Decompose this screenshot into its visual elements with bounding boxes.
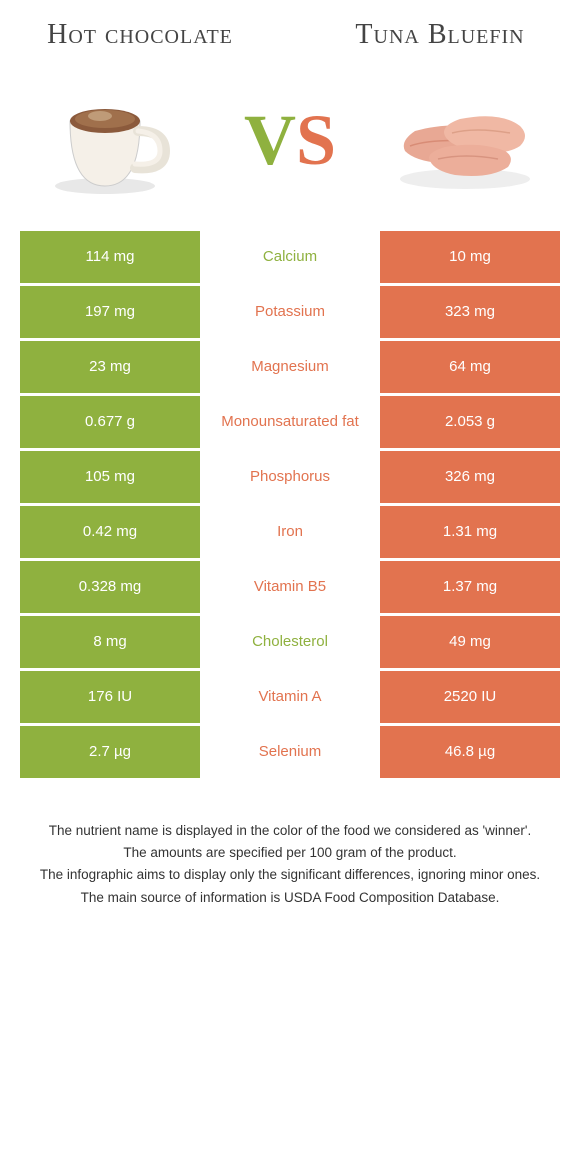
right-value: 49 mg: [380, 616, 560, 668]
hero-row: VS: [0, 61, 580, 231]
table-row: 114 mg Calcium 10 mg: [20, 231, 560, 283]
hot-chocolate-icon: [40, 81, 190, 201]
nutrient-label: Monounsaturated fat: [200, 396, 380, 448]
nutrient-label: Vitamin A: [200, 671, 380, 723]
right-value: 64 mg: [380, 341, 560, 393]
nutrient-label: Calcium: [200, 231, 380, 283]
footer-line: The amounts are specified per 100 gram o…: [30, 843, 550, 863]
nutrient-label: Phosphorus: [200, 451, 380, 503]
vs-v: V: [244, 100, 296, 180]
table-row: 2.7 µg Selenium 46.8 µg: [20, 726, 560, 778]
table-row: 105 mg Phosphorus 326 mg: [20, 451, 560, 503]
left-value: 8 mg: [20, 616, 200, 668]
footer-line: The nutrient name is displayed in the co…: [30, 821, 550, 841]
right-value: 2.053 g: [380, 396, 560, 448]
table-row: 0.677 g Monounsaturated fat 2.053 g: [20, 396, 560, 448]
tuna-icon: [390, 81, 540, 201]
footer-line: The main source of information is USDA F…: [30, 888, 550, 908]
table-row: 197 mg Potassium 323 mg: [20, 286, 560, 338]
right-value: 2520 IU: [380, 671, 560, 723]
left-value: 197 mg: [20, 286, 200, 338]
right-food-title: Tuna Bluefin: [340, 20, 540, 51]
left-value: 0.677 g: [20, 396, 200, 448]
right-value: 1.37 mg: [380, 561, 560, 613]
footer-line: The infographic aims to display only the…: [30, 865, 550, 885]
nutrient-label: Selenium: [200, 726, 380, 778]
table-row: 23 mg Magnesium 64 mg: [20, 341, 560, 393]
nutrient-label: Vitamin B5: [200, 561, 380, 613]
titles-row: Hot chocolate Tuna Bluefin: [0, 0, 580, 61]
left-value: 114 mg: [20, 231, 200, 283]
nutrient-label: Potassium: [200, 286, 380, 338]
right-value: 326 mg: [380, 451, 560, 503]
right-value: 46.8 µg: [380, 726, 560, 778]
footer-notes: The nutrient name is displayed in the co…: [0, 781, 580, 930]
left-value: 0.42 mg: [20, 506, 200, 558]
table-row: 8 mg Cholesterol 49 mg: [20, 616, 560, 668]
left-value: 105 mg: [20, 451, 200, 503]
left-value: 0.328 mg: [20, 561, 200, 613]
left-food-title: Hot chocolate: [40, 20, 240, 51]
table-row: 176 IU Vitamin A 2520 IU: [20, 671, 560, 723]
nutrient-label: Iron: [200, 506, 380, 558]
left-value: 23 mg: [20, 341, 200, 393]
right-value: 1.31 mg: [380, 506, 560, 558]
right-value: 323 mg: [380, 286, 560, 338]
left-value: 2.7 µg: [20, 726, 200, 778]
comparison-table: 114 mg Calcium 10 mg 197 mg Potassium 32…: [0, 231, 580, 778]
table-row: 0.328 mg Vitamin B5 1.37 mg: [20, 561, 560, 613]
nutrient-label: Magnesium: [200, 341, 380, 393]
table-row: 0.42 mg Iron 1.31 mg: [20, 506, 560, 558]
right-value: 10 mg: [380, 231, 560, 283]
vs-label: VS: [244, 99, 336, 182]
nutrient-label: Cholesterol: [200, 616, 380, 668]
left-value: 176 IU: [20, 671, 200, 723]
vs-s: S: [296, 100, 336, 180]
